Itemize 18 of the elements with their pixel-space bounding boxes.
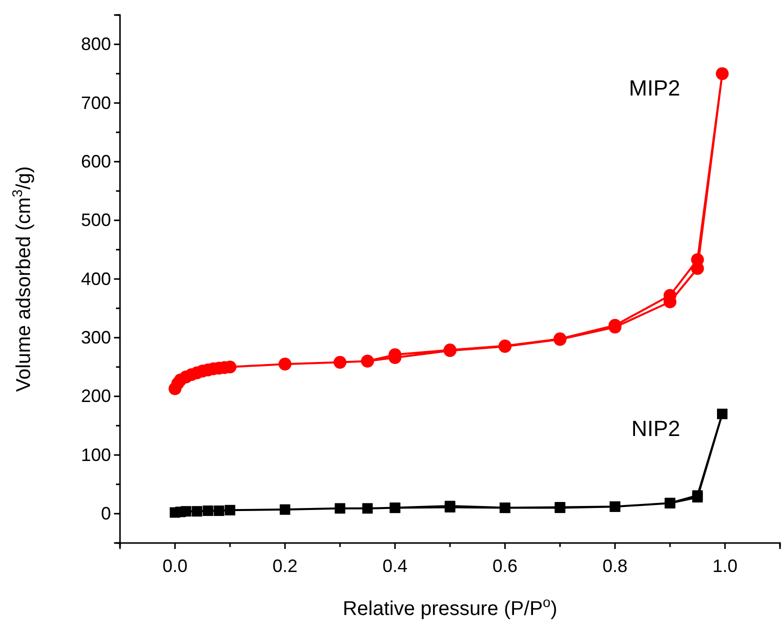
y-tick-label: 500 bbox=[80, 210, 111, 230]
x-tick-label: 1.0 bbox=[712, 556, 738, 576]
y-tick-label: 800 bbox=[80, 34, 111, 54]
y-tick-label: 600 bbox=[80, 151, 111, 172]
y-tick-label: 400 bbox=[80, 268, 111, 289]
x-tick-label: 0.4 bbox=[382, 556, 408, 576]
series-label: MIP2 bbox=[628, 76, 680, 101]
y-tick-label: 200 bbox=[80, 386, 111, 406]
x-tick-label: 0.6 bbox=[492, 556, 518, 576]
x-tick-label: 0.2 bbox=[272, 556, 298, 576]
y-tick-label: 300 bbox=[80, 327, 111, 348]
y-tick-label: 0 bbox=[100, 503, 111, 524]
y-tick-label: 100 bbox=[80, 444, 111, 465]
series-label: NIP2 bbox=[631, 416, 680, 441]
x-axis-title: Relative pressure (P/P$^{o}$) bbox=[342, 594, 558, 620]
y-tick-label: 700 bbox=[80, 92, 111, 113]
x-tick-label: 0.0 bbox=[162, 556, 188, 576]
x-tick-label: 0.8 bbox=[602, 556, 628, 576]
